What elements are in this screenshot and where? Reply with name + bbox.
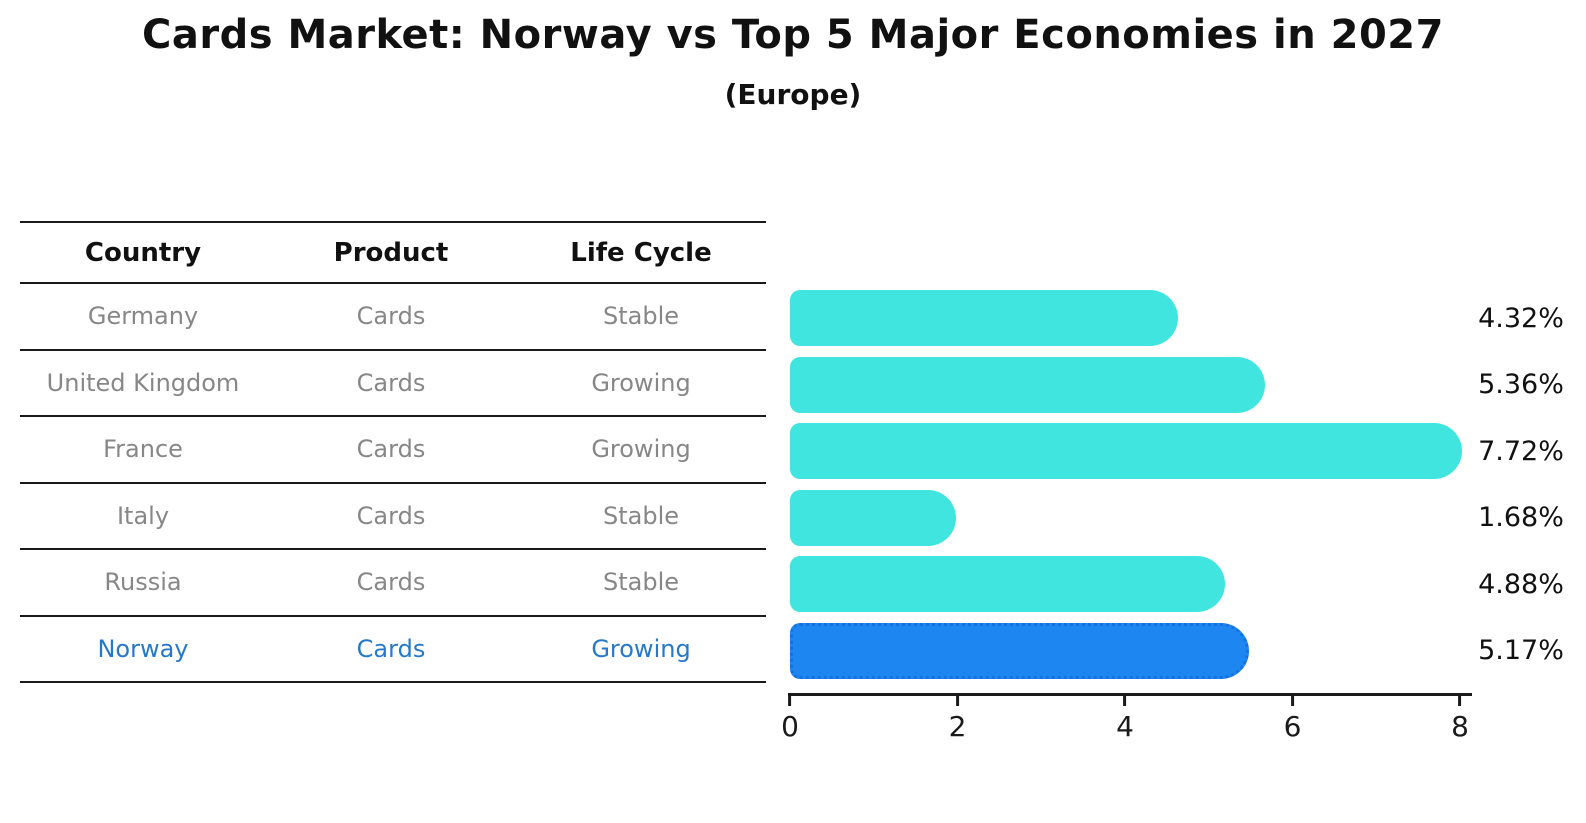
x-axis-ticks: 0 2 4 6 8 bbox=[781, 693, 1469, 753]
tick-mark bbox=[1123, 693, 1127, 706]
tick-mark bbox=[788, 693, 792, 706]
bar-france bbox=[790, 423, 1462, 480]
tick-mark bbox=[1290, 693, 1294, 706]
bar-italy bbox=[790, 489, 957, 546]
life-cycle-cell: Growing bbox=[591, 368, 691, 397]
tick-label: 8 bbox=[1451, 710, 1469, 743]
tick-mark bbox=[1458, 693, 1462, 706]
table-row: France Cards Growing bbox=[20, 417, 766, 484]
table-header-product: Product bbox=[333, 237, 449, 268]
product-cell: Cards bbox=[356, 368, 426, 397]
tick-mark bbox=[955, 693, 959, 706]
table-row: Germany Cards Stable bbox=[20, 284, 766, 351]
value-label: 4.88% bbox=[1478, 568, 1564, 600]
country-cell: United Kingdom bbox=[46, 368, 240, 397]
x-tick: 8 bbox=[1451, 693, 1469, 743]
bar-track bbox=[790, 418, 1462, 485]
bar-russia bbox=[790, 556, 1225, 613]
life-cycle-cell: Stable bbox=[602, 302, 680, 331]
bar-track bbox=[790, 551, 1462, 618]
tick-label: 0 bbox=[781, 710, 799, 743]
value-label: 4.32% bbox=[1478, 302, 1564, 334]
bar-track bbox=[790, 618, 1462, 685]
x-axis-line bbox=[788, 693, 1472, 696]
bar-norway bbox=[790, 622, 1250, 679]
life-cycle-cell: Growing bbox=[591, 435, 691, 464]
x-tick: 4 bbox=[1116, 693, 1134, 743]
table-header-country: Country bbox=[84, 237, 202, 268]
product-cell: Cards bbox=[356, 634, 426, 663]
value-label: 5.17% bbox=[1478, 635, 1564, 667]
bar-germany bbox=[790, 290, 1178, 347]
x-tick: 0 bbox=[781, 693, 799, 743]
tick-label: 2 bbox=[948, 710, 967, 743]
country-cell: Russia bbox=[104, 568, 182, 597]
product-cell: Cards bbox=[356, 435, 426, 464]
value-label-column: 4.32% 5.36% 7.72% 1.68% 4.88% 5.17% bbox=[1462, 285, 1580, 684]
product-cell: Cards bbox=[356, 302, 426, 331]
table-header-row: Country Product Life Cycle bbox=[20, 221, 766, 284]
product-cell: Cards bbox=[356, 501, 426, 530]
x-tick: 6 bbox=[1283, 693, 1302, 743]
bar-united-kingdom bbox=[790, 356, 1266, 413]
bar-track bbox=[790, 485, 1462, 552]
product-cell: Cards bbox=[356, 568, 426, 597]
tick-label: 6 bbox=[1283, 710, 1302, 743]
x-tick: 2 bbox=[948, 693, 967, 743]
table-header-life-cycle: Life Cycle bbox=[570, 237, 712, 268]
value-label: 1.68% bbox=[1478, 502, 1564, 534]
country-cell: Norway bbox=[97, 634, 189, 663]
bar-track bbox=[790, 352, 1462, 419]
bar-track bbox=[790, 285, 1462, 352]
table-row: Italy Cards Stable bbox=[20, 484, 766, 550]
table-row: United Kingdom Cards Growing bbox=[20, 351, 766, 417]
life-cycle-cell: Stable bbox=[602, 568, 680, 597]
life-cycle-cell: Stable bbox=[602, 501, 680, 530]
value-label: 5.36% bbox=[1478, 369, 1564, 401]
table-row: Russia Cards Stable bbox=[20, 550, 766, 617]
country-cell: Germany bbox=[87, 302, 199, 331]
chart-subtitle: (Europe) bbox=[724, 78, 862, 111]
bar-plot-area bbox=[790, 285, 1462, 684]
table-row-norway: Norway Cards Growing bbox=[20, 617, 766, 683]
country-cell: Italy bbox=[116, 501, 170, 530]
value-label: 7.72% bbox=[1478, 435, 1564, 467]
tick-label: 4 bbox=[1116, 710, 1134, 743]
life-cycle-cell: Growing bbox=[591, 634, 691, 663]
chart-title: Cards Market: Norway vs Top 5 Major Econ… bbox=[142, 12, 1444, 58]
country-cell: France bbox=[103, 435, 183, 464]
country-table: Country Product Life Cycle Germany Cards… bbox=[20, 221, 766, 683]
